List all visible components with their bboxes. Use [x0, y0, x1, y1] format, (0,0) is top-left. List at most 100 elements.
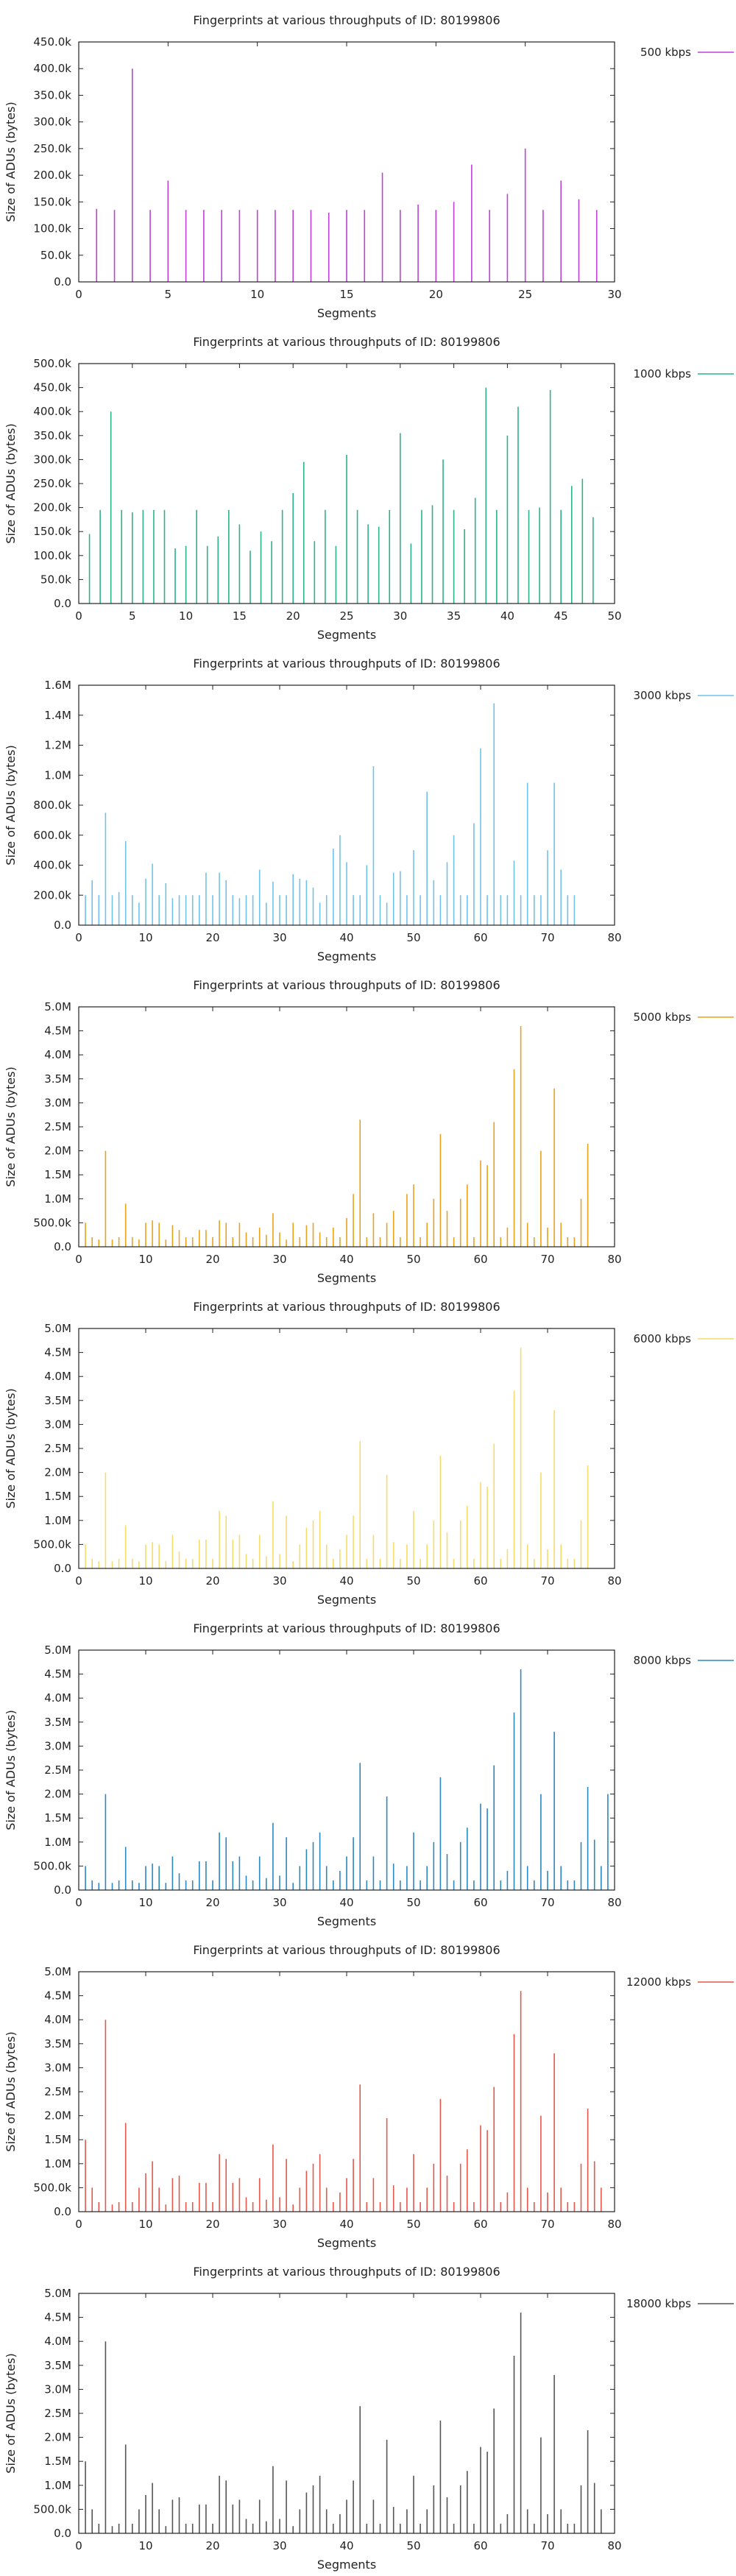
x-axis-label: Segments: [317, 2236, 376, 2250]
chart-svg: Fingerprints at various throughputs of I…: [4, 657, 734, 963]
y-tick-label: 2.0M: [44, 2109, 71, 2123]
chart-title: Fingerprints at various throughputs of I…: [193, 13, 500, 27]
x-tick-label: 10: [138, 931, 152, 944]
x-tick-label: 70: [540, 931, 554, 944]
x-tick-label: 5: [129, 609, 136, 623]
chart-panel: Fingerprints at various throughputs of I…: [0, 965, 736, 1287]
y-tick-label: 4.0M: [44, 1691, 71, 1705]
x-tick-label: 60: [473, 931, 487, 944]
y-tick-label: 2.0M: [44, 1144, 71, 1158]
y-tick-label: 350.0k: [33, 429, 71, 442]
y-tick-label: 100.0k: [33, 222, 71, 236]
x-tick-label: 40: [339, 2539, 353, 2552]
y-tick-label: 1.0M: [44, 1192, 71, 1206]
x-tick-label: 25: [518, 288, 532, 301]
x-tick-label: 60: [473, 1574, 487, 1588]
x-tick-label: 80: [607, 2539, 621, 2552]
y-tick-label: 2.0M: [44, 1466, 71, 1479]
y-tick-label: 400.0k: [33, 405, 71, 418]
y-tick-label: 5.0M: [44, 1322, 71, 1335]
y-tick-label: 3.5M: [44, 1072, 71, 1086]
chart-title: Fingerprints at various throughputs of I…: [193, 335, 500, 349]
y-tick-label: 5.0M: [44, 1643, 71, 1657]
y-tick-label: 1.6M: [44, 679, 71, 692]
y-tick-label: 1.0M: [44, 2479, 71, 2492]
x-tick-label: 60: [473, 2539, 487, 2552]
y-tick-label: 5.0M: [44, 2287, 71, 2300]
y-tick-label: 200.0k: [33, 169, 71, 182]
plot-frame: [78, 41, 615, 283]
plot-frame: [78, 1006, 615, 1248]
y-tick-label: 5.0M: [44, 1965, 71, 1978]
y-tick-label: 4.5M: [44, 2311, 71, 2324]
y-tick-label: 350.0k: [33, 88, 71, 102]
x-tick-label: 0: [75, 1574, 82, 1588]
legend-label: 18000 kbps: [626, 2297, 691, 2310]
x-axis-label: Segments: [317, 1914, 376, 1928]
plot-frame: [78, 1649, 615, 1891]
x-tick-label: 70: [540, 1574, 554, 1588]
x-tick-label: 40: [339, 1574, 353, 1588]
x-tick-label: 70: [540, 2539, 554, 2552]
chart-title: Fingerprints at various throughputs of I…: [193, 1621, 500, 1635]
y-tick-label: 2.5M: [44, 1442, 71, 1455]
x-tick-label: 40: [339, 1253, 353, 1266]
y-tick-label: 0.0: [54, 1883, 71, 1897]
y-tick-label: 0.0: [54, 2205, 71, 2218]
x-tick-label: 15: [339, 288, 353, 301]
x-tick-label: 10: [179, 609, 193, 623]
y-axis-label: Size of ADUs (bytes): [4, 2353, 18, 2473]
x-tick-label: 50: [406, 931, 420, 944]
x-tick-label: 20: [429, 288, 443, 301]
x-tick-label: 5: [165, 288, 172, 301]
x-axis-label: Segments: [317, 1271, 376, 1285]
x-axis-label: Segments: [317, 306, 376, 320]
chart-panel: Fingerprints at various throughputs of I…: [0, 643, 736, 965]
chart-svg: Fingerprints at various throughputs of I…: [4, 1943, 734, 2250]
x-tick-label: 0: [75, 1253, 82, 1266]
x-tick-label: 60: [473, 2218, 487, 2231]
y-tick-label: 4.5M: [44, 1025, 71, 1038]
x-tick-label: 30: [272, 1896, 286, 1909]
legend-label: 3000 kbps: [634, 689, 692, 702]
x-tick-label: 0: [75, 288, 82, 301]
y-tick-label: 200.0k: [33, 888, 71, 902]
y-tick-label: 500.0k: [33, 357, 71, 370]
y-tick-label: 150.0k: [33, 195, 71, 208]
chart-title: Fingerprints at various throughputs of I…: [193, 657, 500, 670]
y-tick-label: 0.0: [54, 919, 71, 932]
y-tick-label: 3.0M: [44, 1739, 71, 1752]
legend-label: 5000 kbps: [634, 1011, 692, 1024]
x-tick-label: 70: [540, 2218, 554, 2231]
x-axis-label: Segments: [317, 628, 376, 642]
y-tick-label: 250.0k: [33, 142, 71, 155]
plot-frame: [78, 1971, 615, 2212]
y-tick-label: 500.0k: [33, 2502, 71, 2516]
y-tick-label: 800.0k: [33, 799, 71, 812]
x-tick-label: 70: [540, 1896, 554, 1909]
y-tick-label: 4.5M: [44, 1668, 71, 1681]
legend-label: 12000 kbps: [626, 1975, 691, 1989]
y-axis-label: Size of ADUs (bytes): [4, 423, 18, 543]
chart-panel: Fingerprints at various throughputs of I…: [0, 2251, 736, 2573]
y-tick-label: 4.0M: [44, 2335, 71, 2348]
y-tick-label: 4.0M: [44, 1370, 71, 1383]
x-tick-label: 50: [607, 609, 621, 623]
y-tick-label: 1.0M: [44, 2157, 71, 2170]
chart-svg: Fingerprints at various throughputs of I…: [4, 13, 734, 320]
y-tick-label: 50.0k: [40, 573, 71, 586]
y-tick-label: 3.0M: [44, 1418, 71, 1431]
y-tick-label: 1.5M: [44, 2455, 71, 2468]
y-tick-label: 250.0k: [33, 477, 71, 490]
y-tick-label: 300.0k: [33, 453, 71, 466]
y-tick-label: 5.0M: [44, 1000, 71, 1013]
x-tick-label: 10: [138, 1896, 152, 1909]
chart-svg: Fingerprints at various throughputs of I…: [4, 978, 734, 1285]
y-tick-label: 200.0k: [33, 501, 71, 514]
y-tick-label: 3.0M: [44, 1096, 71, 1109]
x-tick-label: 30: [272, 1574, 286, 1588]
legend-label: 8000 kbps: [634, 1654, 692, 1667]
x-tick-label: 25: [339, 609, 353, 623]
x-tick-label: 30: [393, 609, 407, 623]
y-tick-label: 0.0: [54, 597, 71, 610]
